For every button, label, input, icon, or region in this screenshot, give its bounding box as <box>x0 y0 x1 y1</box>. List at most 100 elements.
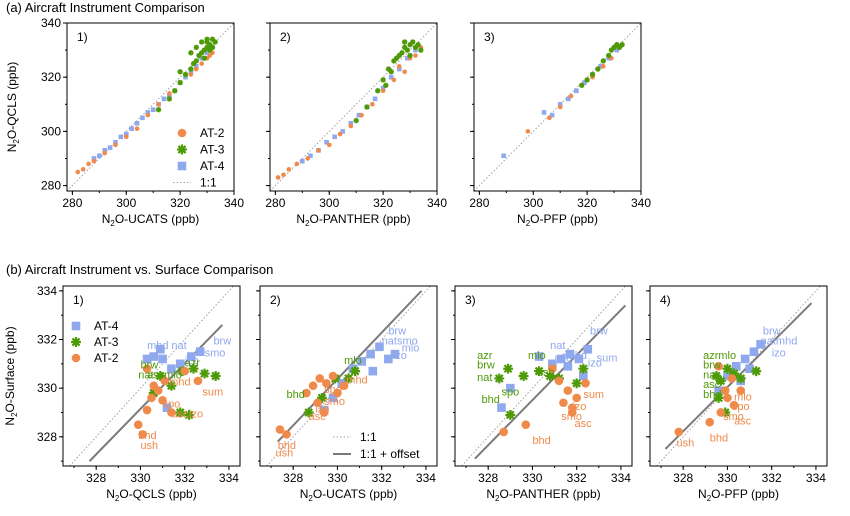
marker <box>727 374 737 383</box>
marker <box>412 44 419 51</box>
point-at3 <box>350 366 361 377</box>
y-tick-label: 334 <box>37 284 57 298</box>
marker <box>177 128 187 138</box>
marker <box>204 39 210 45</box>
point-at4 <box>357 357 367 366</box>
marker <box>86 161 91 167</box>
point-at2 <box>370 101 375 107</box>
marker <box>193 64 199 69</box>
point-at2 <box>600 64 606 69</box>
point-at3 <box>71 337 81 347</box>
point-at2 <box>328 371 338 381</box>
marker <box>720 386 730 395</box>
point-at2 <box>736 386 746 395</box>
marker <box>499 427 508 437</box>
point-at2 <box>193 66 199 72</box>
point-at2 <box>729 400 739 410</box>
marker <box>177 79 183 86</box>
point-at3 <box>722 363 733 374</box>
x-tick-label: 330 <box>717 471 737 485</box>
plot-area <box>67 23 234 191</box>
marker <box>393 55 400 61</box>
marker <box>600 64 606 69</box>
marker <box>503 363 514 374</box>
marker <box>138 430 147 439</box>
point-at3 <box>177 79 183 86</box>
x-tick-label: 300 <box>319 196 339 210</box>
site-label: spo <box>732 401 750 413</box>
point-at3 <box>391 58 397 64</box>
point-at2 <box>572 393 581 403</box>
point-at2 <box>559 398 568 408</box>
point-at4 <box>204 50 210 56</box>
point-at3 <box>201 47 208 53</box>
point-at2 <box>326 142 332 148</box>
x-axis-label: N2O-PANTHER (ppb) <box>486 487 600 503</box>
marker <box>756 340 765 349</box>
point-at2 <box>275 425 285 434</box>
marker <box>359 112 364 118</box>
x-axis-label: N2O-PFP (ppb) <box>517 212 598 228</box>
point-at4 <box>749 347 759 356</box>
marker <box>149 381 159 391</box>
x-axis-label: N2O-UCATS (ppb) <box>300 487 398 503</box>
point-at2 <box>286 167 292 172</box>
point-at4 <box>332 134 337 140</box>
point-at4 <box>328 393 338 403</box>
x-axis-label: N2O-QCLS (ppb) <box>106 487 196 503</box>
marker <box>308 153 313 159</box>
marker <box>731 361 741 371</box>
point-at3 <box>402 44 408 51</box>
marker <box>183 74 188 80</box>
point-at4 <box>118 134 124 140</box>
y-axis-label: N2O-QCLS (ppb) <box>5 62 21 152</box>
marker <box>80 167 86 172</box>
marker <box>337 131 343 137</box>
site-label: izo <box>189 408 203 420</box>
point-at3 <box>166 380 177 391</box>
point-at4 <box>183 74 188 80</box>
point-at4 <box>340 129 346 134</box>
point-at3 <box>199 368 210 379</box>
point-at2 <box>113 142 118 148</box>
marker <box>322 378 331 388</box>
point-at3 <box>199 50 205 56</box>
point-at3 <box>407 52 413 59</box>
point-at3 <box>207 47 213 53</box>
x-tick-label: 340 <box>427 196 447 210</box>
point-at4 <box>156 344 165 354</box>
x-axis-label: N2O-PANTHER (ppb) <box>296 212 410 228</box>
marker <box>413 47 418 53</box>
panel-a2: 280 300 320 340 2) N2O-PANTHER (ppb) <box>265 22 447 228</box>
panel-label: 3) <box>484 30 495 44</box>
site-label: bhd <box>482 394 500 406</box>
site-label: nat <box>703 369 718 381</box>
point-at4 <box>614 47 620 53</box>
site-label: brw <box>703 360 721 372</box>
marker <box>167 364 176 374</box>
site-label: asc <box>574 418 592 430</box>
site-label: mhd <box>147 340 168 352</box>
point-at2 <box>138 430 147 439</box>
point-at3 <box>418 47 424 53</box>
marker <box>614 42 620 48</box>
x-axis-label: N2O-UCATS (ppb) <box>102 212 200 228</box>
marker <box>166 96 172 102</box>
x-tick-label: 280 <box>265 196 285 210</box>
marker <box>749 347 759 356</box>
point-at2 <box>142 405 152 415</box>
y-tick-label: 332 <box>37 333 57 347</box>
section-b-title: (b) Aircraft Instrument vs. Surface Comp… <box>6 262 274 277</box>
marker <box>501 153 506 159</box>
marker <box>196 52 202 59</box>
x-tick-label: 332 <box>372 471 392 485</box>
point-at4 <box>534 352 544 361</box>
marker <box>199 368 210 379</box>
site-label: ush <box>275 447 293 459</box>
marker <box>207 47 213 53</box>
marker <box>606 52 612 59</box>
site-label: bhd <box>532 435 550 447</box>
point-at2 <box>147 393 156 403</box>
marker <box>123 134 129 140</box>
